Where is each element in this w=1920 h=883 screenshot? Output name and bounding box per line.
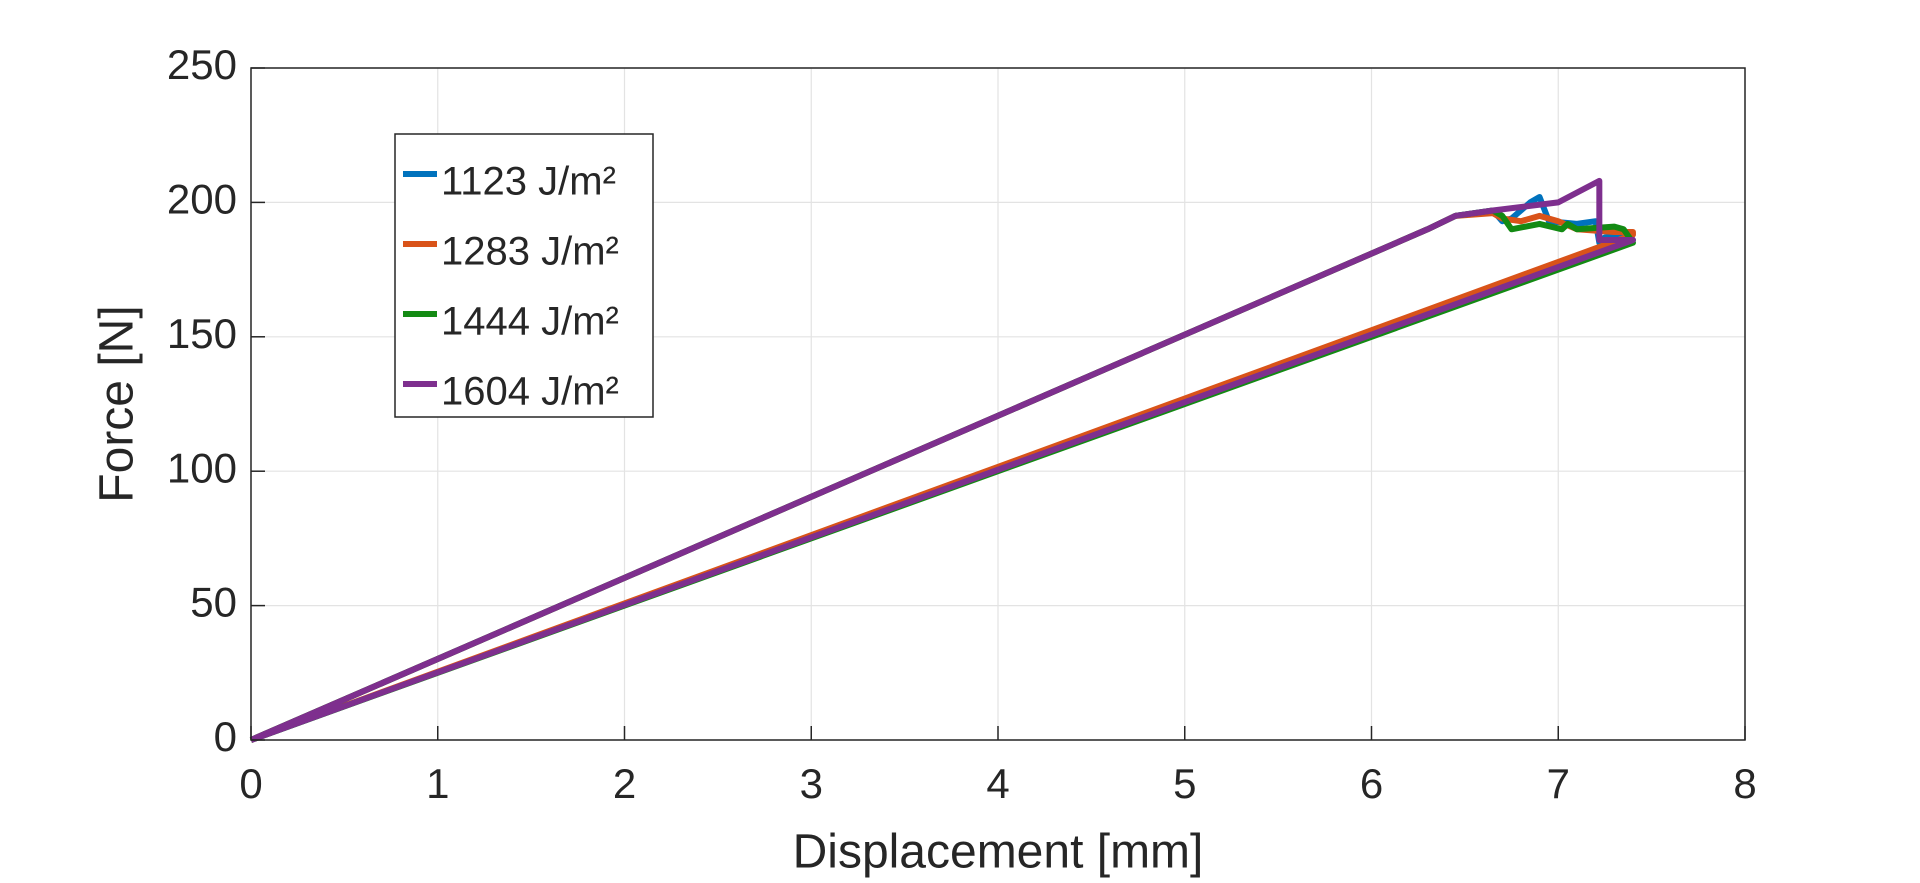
- lines: [249, 177, 1636, 743]
- legend-label: 1123 J/m²: [441, 160, 616, 204]
- legend-label: 1444 J/m²: [441, 300, 619, 344]
- ticks: 0 1 2 3 4 5 6 7 8 0 50 100 150 200 250: [167, 41, 1757, 807]
- x-tick-label: 5: [1173, 760, 1196, 807]
- x-tick-label: 2: [613, 760, 636, 807]
- x-tick-label: 3: [800, 760, 823, 807]
- x-tick-label: 6: [1360, 760, 1383, 807]
- x-tick-label: 4: [986, 760, 1009, 807]
- y-tick-label: 100: [167, 444, 237, 491]
- x-tick-label: 0: [239, 760, 262, 807]
- y-axis-label: Force [N]: [91, 305, 144, 502]
- y-tick-label: 250: [167, 41, 237, 88]
- x-tick-label: 8: [1733, 760, 1756, 807]
- y-tick-label: 150: [167, 310, 237, 357]
- y-tick-label: 0: [214, 713, 237, 760]
- x-tick-label: 1: [426, 760, 449, 807]
- x-tick-label: 7: [1547, 760, 1570, 807]
- x-axis-label: Displacement [mm]: [793, 826, 1204, 879]
- legend-box: [394, 133, 654, 418]
- legend: 1123 J/m² 1283 J/m² 1444 J/m² 1604 J/m²: [394, 133, 654, 418]
- series-line: [249, 177, 1636, 743]
- legend-label: 1604 J/m²: [441, 370, 619, 414]
- y-tick-label: 200: [167, 175, 237, 222]
- y-tick-label: 50: [190, 579, 237, 626]
- legend-label: 1283 J/m²: [441, 230, 619, 274]
